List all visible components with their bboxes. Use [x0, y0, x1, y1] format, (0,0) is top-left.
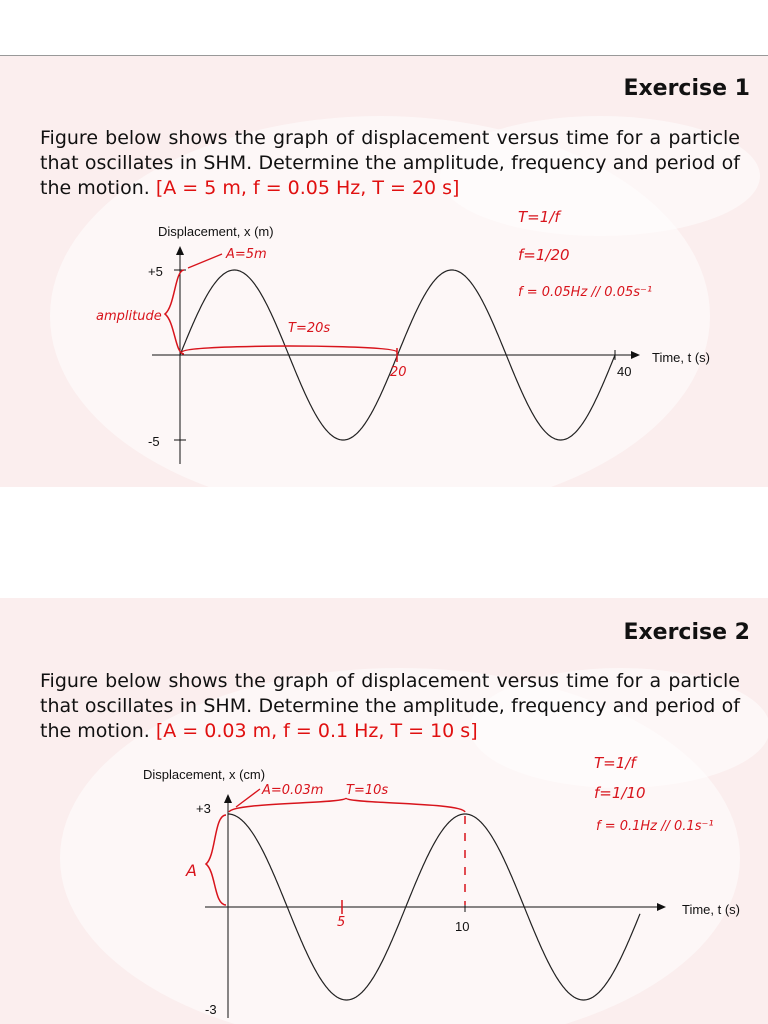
brace	[204, 814, 227, 906]
y-tick-label: +3	[196, 801, 211, 816]
annotation: T=1/f	[594, 754, 638, 772]
arrow	[187, 253, 223, 269]
arrow	[631, 351, 640, 359]
y-tick-label: -3	[205, 1002, 217, 1017]
annotation: A=0.03m	[261, 783, 323, 798]
annotation: f = 0.1Hz // 0.1s⁻¹	[596, 819, 714, 834]
annotation: f=1/20	[518, 246, 570, 264]
slide-1: Exercise 1 Figure below shows the graph …	[0, 56, 768, 487]
divider	[0, 55, 768, 56]
annotation: amplitude	[96, 309, 162, 324]
answer: [A = 0.03 m, f = 0.1 Hz, T = 10 s]	[155, 720, 478, 742]
arrow	[657, 903, 666, 911]
arrow	[176, 246, 184, 255]
annotation: A=5m	[225, 247, 267, 262]
annotation: T=10s	[346, 783, 388, 798]
brace	[163, 269, 185, 355]
question-text: Figure below shows the graph of displace…	[40, 670, 740, 742]
background	[60, 668, 768, 1024]
annotation: 20	[390, 365, 407, 380]
brace	[181, 345, 398, 353]
graph: Displacement, x (cm) +3 -3 10 Time, t (s…	[143, 754, 740, 1018]
annotation: T=1/f	[518, 208, 562, 226]
exercise-title: Exercise 1	[623, 76, 750, 101]
slide-2: Exercise 2 Figure below shows the graph …	[0, 598, 768, 1024]
exercise-title: Exercise 2	[623, 620, 750, 645]
question: Figure below shows the graph of displace…	[40, 669, 740, 744]
arrow	[235, 788, 261, 808]
curve	[228, 813, 641, 1001]
y-tick-label: +5	[148, 264, 163, 279]
answer: [A = 5 m, f = 0.05 Hz, T = 20 s]	[155, 177, 460, 199]
background	[50, 116, 760, 487]
brace	[228, 797, 466, 813]
x-tick-label: 10	[455, 919, 469, 934]
x-label: Time, t (s)	[682, 902, 740, 917]
y-label: Displacement, x (m)	[158, 224, 274, 239]
x-tick-label: 40	[617, 364, 631, 379]
y-tick-label: -5	[148, 434, 160, 449]
annotation: A	[185, 861, 197, 880]
graph: Displacement, x (m) +5 -5 40 Time, t (s)…	[96, 208, 710, 464]
question: Figure below shows the graph of displace…	[40, 126, 740, 201]
x-label: Time, t (s)	[652, 350, 710, 365]
annotation: f = 0.05Hz // 0.05s⁻¹	[518, 285, 652, 300]
annotation: f=1/10	[594, 784, 646, 802]
y-label: Displacement, x (cm)	[143, 767, 265, 782]
question-text: Figure below shows the graph of displace…	[40, 127, 740, 199]
arrow	[224, 794, 232, 803]
annotation: 5	[337, 915, 345, 930]
annotation: T=20s	[288, 321, 330, 336]
